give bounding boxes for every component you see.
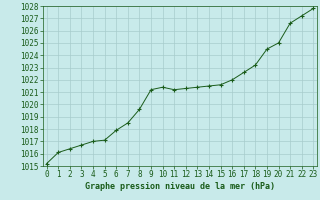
X-axis label: Graphe pression niveau de la mer (hPa): Graphe pression niveau de la mer (hPa) [85,182,275,191]
